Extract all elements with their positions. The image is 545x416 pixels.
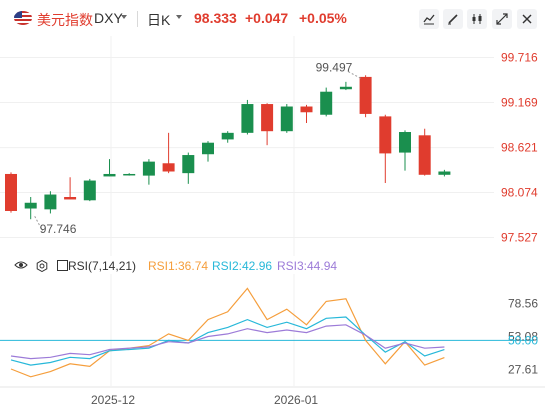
candle-body — [5, 173, 17, 211]
candle-body — [438, 171, 451, 175]
y-tick-label: 97.527 — [501, 231, 538, 245]
high-marker-line — [347, 70, 361, 79]
line-chart-icon — [423, 14, 435, 25]
divider — [137, 11, 138, 27]
rsi-series-line — [10, 316, 445, 366]
candle-body — [379, 116, 392, 154]
candle-body — [64, 197, 77, 200]
draw-button[interactable] — [443, 9, 463, 29]
candle-body — [399, 132, 411, 153]
expand-button[interactable] — [492, 9, 512, 29]
candle-body — [339, 86, 352, 90]
gear-icon[interactable] — [36, 260, 48, 272]
high-annotation: 99.497 — [316, 60, 353, 74]
rsi3-value: RSI3:44.94 — [277, 259, 338, 273]
candle-body — [202, 142, 214, 155]
indicator-toggle-checkbox[interactable] — [57, 260, 68, 271]
close-icon — [522, 14, 532, 24]
chart-header: 美元指数 DXY 日K 98.333 +0.047 +0.05% — [0, 0, 545, 36]
draw-icon — [448, 14, 458, 25]
candle-body — [24, 202, 37, 209]
y-tick-label: 98.621 — [501, 141, 538, 155]
line-chart-button[interactable] — [419, 9, 439, 29]
instrument-code[interactable]: DXY — [94, 10, 123, 26]
candle-body — [280, 106, 293, 132]
eye-icon[interactable] — [14, 260, 28, 270]
us-flag-icon — [14, 11, 32, 25]
price-chart[interactable]: 99.716 99.169 98.621 98.074 97.527 99.497 97.7… — [0, 36, 545, 256]
chevron-down-icon[interactable] — [176, 15, 182, 19]
candle-body — [359, 76, 372, 114]
candle-body — [83, 180, 96, 201]
period-selector[interactable]: 日K — [147, 12, 171, 28]
rsi-y-tick-label: 27.61 — [508, 363, 538, 377]
low-marker-line — [34, 215, 44, 232]
candle-body — [182, 155, 195, 174]
candle-body — [44, 194, 57, 210]
y-tick-label: 99.716 — [501, 50, 538, 64]
rsi-y-tick-label: 53.08 — [508, 329, 538, 343]
rsi-y-tick-label: 78.56 — [508, 296, 538, 310]
candle-body — [162, 163, 175, 172]
rsi-header: RSI(7,14,21) RSI1:36.74 RSI2:42.96 RSI3:… — [0, 258, 545, 274]
rsi-y-tick-label: 50.00 — [508, 333, 538, 347]
last-price: 98.333 — [194, 10, 237, 26]
rsi-series-line — [10, 324, 445, 360]
x-tick-label: 2026-01 — [274, 393, 318, 407]
candle-body — [123, 173, 136, 176]
rsi1-value: RSI1:36.74 — [148, 259, 209, 273]
candle-body — [142, 161, 155, 176]
rsi-title: RSI(7,14,21) — [68, 259, 137, 273]
y-tick-label: 98.074 — [501, 186, 538, 200]
low-annotation: 97.746 — [40, 222, 77, 236]
y-tick-label: 99.169 — [501, 95, 538, 109]
settings-icon — [472, 14, 482, 24]
candle-body — [320, 91, 333, 115]
candle-body — [241, 104, 254, 133]
candle-body — [103, 173, 116, 177]
x-tick-label: 2025-12 — [91, 393, 135, 407]
candle-body — [418, 135, 431, 175]
settings-button[interactable] — [467, 9, 487, 29]
candle-body — [221, 132, 234, 140]
chevron-down-icon[interactable] — [121, 15, 127, 19]
close-button[interactable] — [517, 9, 537, 29]
rsi-series-line — [10, 287, 445, 378]
price-change: +0.047 — [245, 10, 289, 26]
candle-body — [300, 106, 313, 113]
candle-body — [261, 104, 274, 132]
rsi2-value: RSI2:42.96 — [212, 259, 273, 273]
expand-icon — [496, 13, 508, 25]
instrument-name: 美元指数 — [37, 12, 93, 28]
price-change-percent: +0.05% — [299, 10, 347, 26]
